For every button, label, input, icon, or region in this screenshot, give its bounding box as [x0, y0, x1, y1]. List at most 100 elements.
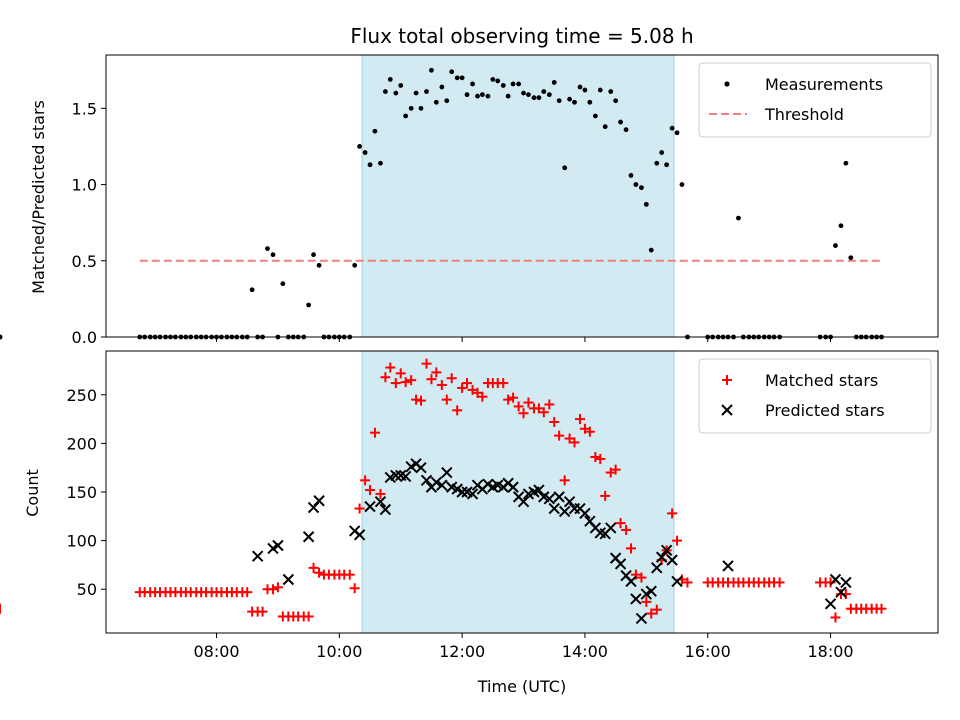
measurement-point [562, 165, 568, 171]
matched-star-point [441, 394, 452, 405]
matched-star-point [569, 437, 580, 448]
predicted-star-point [655, 551, 668, 563]
predicted-star-point [466, 488, 479, 500]
bottom-legend: Matched stars Predicted stars [698, 358, 932, 434]
matched-star-point [349, 583, 360, 594]
measurement-point [490, 76, 496, 82]
bottom-y-tick-label: 50 [77, 580, 97, 599]
measurement-point [643, 201, 649, 207]
matched-star-point [446, 373, 457, 384]
matched-star-point [380, 372, 391, 383]
matched-star-point [672, 535, 683, 546]
measurement-point [618, 119, 623, 125]
measurement-point [444, 98, 450, 104]
predicted-star-point [625, 575, 637, 588]
top-panel: 0.0 0.5 1.0 1.5 Measurements Threshold [0, 54, 939, 347]
measurement-point [459, 75, 465, 81]
matched-star-point [575, 414, 586, 425]
predicted-star-point [543, 493, 556, 505]
predicted-star-point [415, 461, 427, 474]
matched-star-point [242, 587, 253, 598]
legend-marker [722, 375, 732, 385]
predicted-star-point [651, 562, 663, 574]
legend-entry: Threshold [709, 105, 844, 124]
x-axis-label: Time (UTC) [477, 677, 566, 696]
matched-star-point [431, 367, 442, 378]
measurement-point [843, 160, 849, 166]
predicted-star-point [722, 560, 734, 572]
matched-star-point [426, 374, 437, 385]
measurement-point [572, 99, 577, 105]
matched-star-point [308, 562, 319, 573]
measurement-point [577, 84, 583, 90]
bottom-series-1 [251, 458, 852, 625]
matched-star-point [415, 395, 426, 406]
measurement-point [464, 92, 470, 98]
predicted-star-point [282, 573, 295, 586]
measurement-point [424, 89, 429, 94]
matched-star-point [544, 399, 555, 410]
measurement-point [623, 127, 629, 133]
predicted-star-point [579, 507, 591, 520]
bottom-y-tick-label: 150 [66, 483, 97, 502]
measurement-point [597, 87, 603, 93]
measurement-point [556, 98, 562, 104]
predicted-star-point [666, 554, 678, 566]
predicted-star-point [456, 486, 468, 498]
measurement-point [270, 252, 276, 258]
measurement-point [249, 287, 255, 293]
legend-marker [721, 404, 733, 416]
predicted-star-point [507, 481, 519, 493]
measurement-point [838, 223, 844, 229]
predicted-star-point [829, 573, 842, 586]
measurement-point [500, 83, 506, 88]
measurement-point [357, 144, 362, 149]
bottom-x-tick-label: 18:00 [807, 642, 853, 661]
matched-star-point [369, 427, 380, 438]
matched-star-point [354, 503, 365, 514]
matched-star-point [452, 405, 463, 416]
top-y-tick-label: 0.5 [72, 252, 97, 271]
measurement-point [382, 89, 388, 94]
measurement-point [505, 93, 511, 99]
predicted-star-point [420, 474, 433, 487]
top-legend-box [698, 62, 932, 138]
matched-star-point [636, 572, 647, 583]
predicted-star-point [605, 522, 617, 534]
matched-star-point [830, 612, 841, 623]
measurement-point [316, 262, 322, 268]
measurement-point [387, 76, 393, 82]
predicted-star-point [430, 476, 443, 488]
measurement-point [664, 162, 670, 168]
bottom-axes-frame [105, 350, 939, 634]
measurement-point [587, 99, 593, 105]
matched-star-point [421, 358, 432, 369]
measurement-point [833, 243, 838, 248]
matched-star-point [667, 508, 678, 519]
measurement-point [0, 334, 3, 340]
measurement-point [592, 113, 598, 119]
measurement-point [429, 67, 434, 73]
top-y-tick-label: 1.5 [72, 99, 97, 118]
predicted-star-point [635, 612, 648, 625]
matched-star-point [625, 543, 636, 554]
measurement-point [495, 78, 501, 84]
predicted-star-point [517, 496, 530, 508]
measurement-point [485, 93, 491, 99]
matched-star-point [513, 401, 524, 412]
top-y-tick-label: 0.0 [72, 328, 97, 347]
bottom-x-tick-label: 14:00 [562, 642, 608, 661]
measurement-point [602, 124, 608, 130]
predicted-star-point [645, 585, 657, 597]
measurement-point [510, 81, 516, 87]
measurement-point [265, 246, 270, 251]
legend-entry: Matched stars [722, 371, 878, 390]
matched-star-point [272, 582, 283, 593]
matched-star-point [503, 394, 514, 405]
measurement-point [613, 98, 619, 104]
matched-star-point [303, 611, 314, 622]
predicted-star-point [302, 531, 315, 543]
matched-star-point [477, 391, 488, 402]
legend-entry: Predicted stars [721, 401, 885, 420]
